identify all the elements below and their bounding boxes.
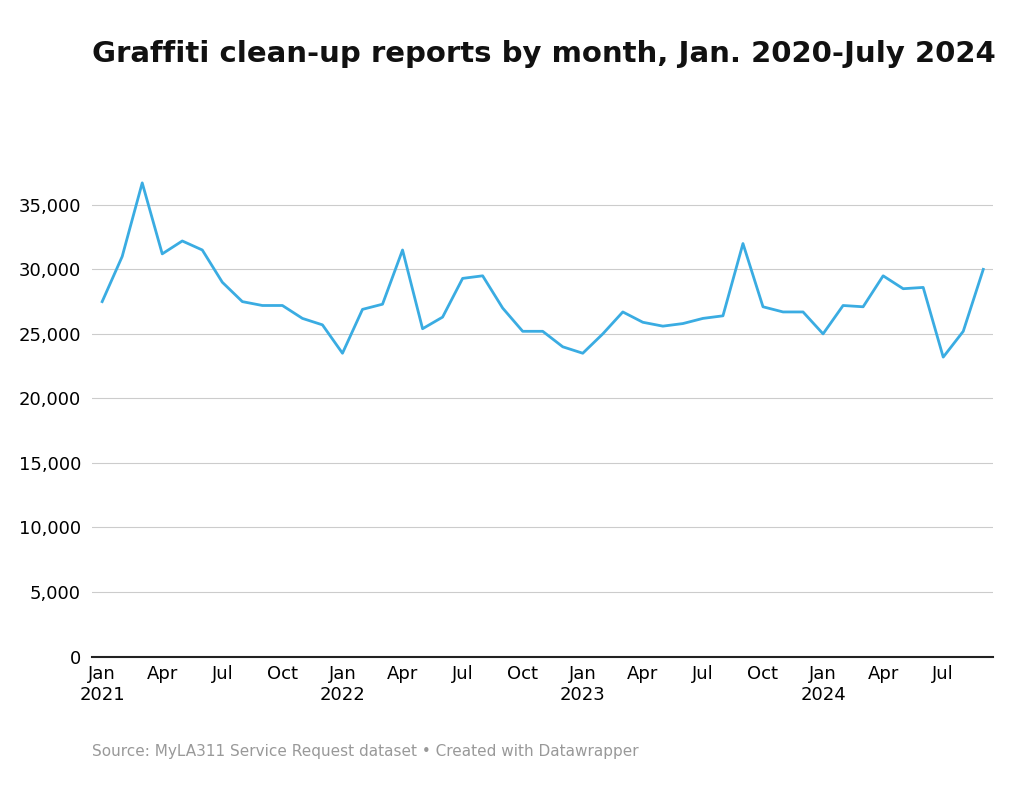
Text: Source: MyLA311 Service Request dataset • Created with Datawrapper: Source: MyLA311 Service Request dataset …	[92, 744, 639, 759]
Text: Graffiti clean-up reports by month, Jan. 2020-July 2024: Graffiti clean-up reports by month, Jan.…	[92, 40, 996, 67]
